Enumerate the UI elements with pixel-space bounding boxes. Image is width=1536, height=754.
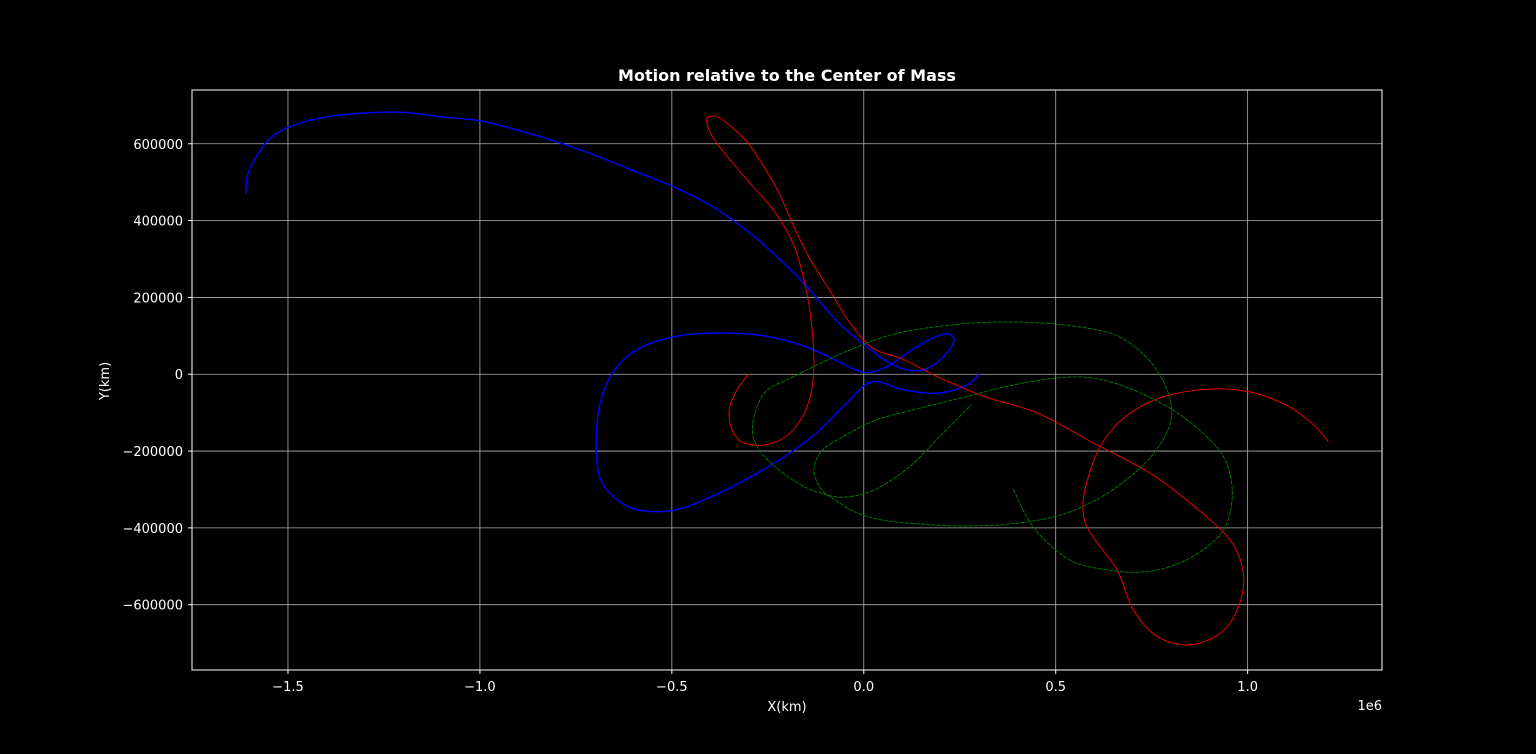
plot-frame <box>191 89 1383 671</box>
series-line-3 <box>751 321 1233 573</box>
x-tick-label: −0.5 <box>656 680 688 695</box>
y-tick-label: −200000 <box>122 445 183 460</box>
x-tick-label: 0.5 <box>1045 680 1066 695</box>
y-tick-label: −400000 <box>122 522 183 537</box>
chart-title: Motion relative to the Center of Mass <box>618 66 956 85</box>
x-tick-label: 1.0 <box>1237 680 1258 695</box>
x-axis-offset-label: 1e6 <box>1357 699 1382 714</box>
series-layer <box>245 111 1329 646</box>
grid <box>192 90 1382 670</box>
y-tick-label: 200000 <box>133 291 183 306</box>
series-line-1 <box>245 111 980 513</box>
y-tick-label: −600000 <box>122 599 183 614</box>
x-axis-label: X(km) <box>767 700 806 715</box>
x-tick-label: 0.0 <box>853 680 874 695</box>
x-axis-ticks: −1.5 −1.0 −0.5 0.0 0.5 1.0 <box>272 670 1258 695</box>
y-tick-label: 600000 <box>133 138 183 153</box>
y-tick-label: 400000 <box>133 215 183 230</box>
y-tick-label: 0 <box>175 368 183 383</box>
x-tick-label: −1.5 <box>272 680 304 695</box>
x-tick-label: −1.0 <box>464 680 496 695</box>
y-axis-label: Y(km) <box>98 362 113 401</box>
y-axis-ticks: 600000 400000 200000 0 −200000 −400000 −600000 <box>122 138 192 614</box>
series-line-2 <box>705 115 1329 646</box>
